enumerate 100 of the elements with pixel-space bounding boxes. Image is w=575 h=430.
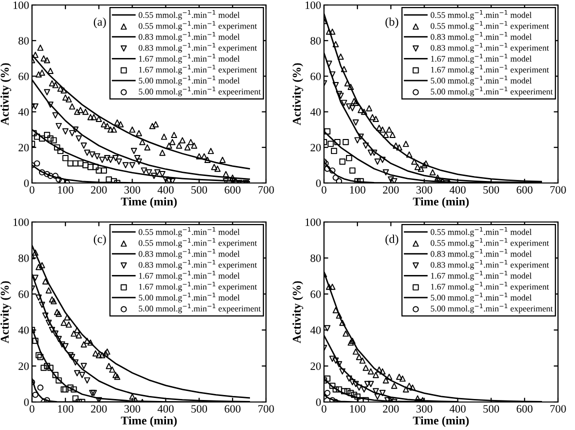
legend-label: 0.55 mmol.g$^{−1}$.min$^{−1}$ model bbox=[430, 227, 532, 237]
x-tick-label: 600 bbox=[224, 405, 240, 413]
legend-label: 1.67 mmol.g$^{−1}$.min$^{−1}$ experiment bbox=[139, 64, 257, 74]
x-tick-label: 200 bbox=[383, 405, 399, 413]
x-tick-label: 0 bbox=[322, 186, 326, 194]
legend-label: 5.00 mmol.g$^{−1}$.min$^{−1}$ model bbox=[430, 76, 532, 86]
y-tick-label: 100 bbox=[306, 1, 321, 9]
x-tick-label: 300 bbox=[124, 405, 140, 413]
x-tick-label: 200 bbox=[383, 186, 399, 194]
x-tick-label: 100 bbox=[350, 405, 366, 413]
y-tick-label: 40 bbox=[310, 326, 321, 334]
legend-label: 5.00 mmol.g$^{−1}$.min$^{−1}$ expeeriment bbox=[430, 304, 553, 314]
x-tick-label: 400 bbox=[450, 186, 466, 194]
legend-label: 1.67 mmol.g$^{−1}$.min$^{−1}$ experiment bbox=[139, 282, 257, 292]
legend-label: 5.00 mmol.g$^{−1}$.min$^{−1}$ model bbox=[138, 76, 240, 86]
x-tick-label: 700 bbox=[550, 186, 566, 194]
legend-label: 5.00 mmol.g$^{−1}$.min$^{−1}$ model bbox=[430, 292, 532, 302]
x-axis-title: Time (min) bbox=[412, 416, 469, 427]
x-axis-title: Time (min) bbox=[120, 197, 177, 208]
y-tick-label: 40 bbox=[310, 108, 321, 116]
legend-label: 0.83 mmol.g$^{−1}$.min$^{−1}$ experiment bbox=[430, 260, 549, 270]
annotation: (a) bbox=[94, 17, 106, 28]
x-tick-label: 300 bbox=[416, 186, 432, 194]
x-tick-label: 600 bbox=[516, 186, 532, 194]
x-tick-label: 300 bbox=[124, 186, 140, 194]
y-axis-title: Activity (%) bbox=[292, 63, 304, 126]
x-tick-label: 300 bbox=[416, 405, 432, 413]
x-tick-label: 500 bbox=[191, 186, 208, 194]
y-tick-label: 20 bbox=[310, 144, 321, 152]
legend-label: 0.55 mmol.g$^{−1}$.min$^{−1}$ experiment bbox=[138, 21, 257, 31]
y-tick-label: 40 bbox=[18, 108, 29, 116]
legend-label: 5.00 mmol.g$^{−1}$.min$^{−1}$ expeeriment bbox=[430, 86, 553, 96]
y-axis-title: Activity (%) bbox=[0, 63, 12, 126]
y-axis-title: Activity (%) bbox=[0, 281, 12, 344]
y-tick-label: 80 bbox=[310, 254, 321, 262]
legend-label: 0.83 mmol.g$^{−1}$.min$^{−1}$ experiment bbox=[138, 260, 257, 270]
x-tick-label: 100 bbox=[58, 186, 74, 194]
legend-label: 1.67 mmol.g$^{−1}$.min$^{−1}$ experiment bbox=[431, 282, 549, 292]
y-tick-label: 80 bbox=[18, 37, 29, 45]
legend-label: 0.55 mmol.g$^{−1}$.min$^{−1}$ model bbox=[138, 227, 240, 237]
y-tick-label: 100 bbox=[14, 1, 29, 9]
y-tick-label: 60 bbox=[310, 290, 321, 298]
y-tick-label: 20 bbox=[310, 362, 321, 370]
legend-label: 0.55 mmol.g$^{−1}$.min$^{−1}$ model bbox=[430, 10, 532, 20]
x-tick-label: 100 bbox=[350, 186, 366, 194]
legend-label: 5.00 mmol.g$^{−1}$.min$^{−1}$ expeeriment bbox=[138, 304, 261, 314]
legend-label: 0.83 mmol.g$^{−1}$.min$^{−1}$ experiment bbox=[138, 42, 257, 53]
y-tick-label: 80 bbox=[18, 254, 29, 262]
x-tick-label: 600 bbox=[516, 405, 532, 413]
legend-label: 5.00 mmol.g$^{−1}$.min$^{−1}$ expeeriment bbox=[138, 86, 261, 96]
legend-label: 0.83 mmol.g$^{−1}$.min$^{−1}$ model bbox=[138, 32, 240, 42]
x-axis-title: Time (min) bbox=[120, 416, 177, 427]
y-tick-label: 20 bbox=[18, 362, 29, 370]
legend-label: 0.55 mmol.g$^{−1}$.min$^{−1}$ model bbox=[138, 10, 240, 20]
x-tick-label: 100 bbox=[58, 405, 74, 413]
legend-label: 1.67 mmol.g$^{−1}$.min$^{−1}$ model bbox=[431, 270, 532, 280]
annotation: (d) bbox=[385, 234, 398, 246]
legend-label: 0.83 mmol.g$^{−1}$.min$^{−1}$ model bbox=[430, 32, 532, 42]
y-tick-label: 80 bbox=[310, 37, 321, 45]
legend-label: 1.67 mmol.g$^{−1}$.min$^{−1}$ model bbox=[139, 270, 240, 280]
x-tick-label: 700 bbox=[550, 405, 566, 413]
legend-label: 0.83 mmol.g$^{−1}$.min$^{−1}$ experiment bbox=[430, 42, 549, 53]
y-tick-label: 0 bbox=[24, 398, 29, 406]
y-tick-label: 0 bbox=[24, 179, 29, 187]
legend-label: 0.55 mmol.g$^{−1}$.min$^{−1}$ experiment bbox=[138, 238, 257, 248]
legend-label: 0.83 mmol.g$^{−1}$.min$^{−1}$ model bbox=[138, 249, 240, 259]
x-tick-label: 700 bbox=[258, 405, 274, 413]
annotation: (b) bbox=[385, 17, 398, 28]
legend-label: 1.67 mmol.g$^{−1}$.min$^{−1}$ experiment bbox=[431, 64, 549, 74]
x-tick-label: 500 bbox=[483, 186, 500, 194]
x-axis-title: Time (min) bbox=[412, 197, 469, 208]
legend-label: 0.55 mmol.g$^{−1}$.min$^{−1}$ experiment bbox=[430, 238, 549, 248]
legend-label: 1.67 mmol.g$^{−1}$.min$^{−1}$ model bbox=[431, 54, 532, 64]
y-tick-label: 100 bbox=[14, 218, 29, 226]
x-tick-label: 400 bbox=[158, 186, 174, 194]
y-tick-label: 20 bbox=[18, 144, 29, 152]
legend-label: 0.83 mmol.g$^{−1}$.min$^{−1}$ model bbox=[430, 249, 532, 259]
x-tick-label: 0 bbox=[30, 405, 34, 413]
x-tick-label: 200 bbox=[91, 405, 107, 413]
x-tick-label: 0 bbox=[322, 405, 326, 413]
y-tick-label: 40 bbox=[18, 326, 29, 334]
x-tick-label: 400 bbox=[450, 405, 466, 413]
x-tick-label: 500 bbox=[483, 405, 500, 413]
x-tick-label: 0 bbox=[30, 186, 34, 194]
annotation: (c) bbox=[94, 234, 106, 246]
y-tick-label: 60 bbox=[310, 72, 321, 80]
x-tick-label: 700 bbox=[258, 186, 274, 194]
legend-label: 1.67 mmol.g$^{−1}$.min$^{−1}$ model bbox=[139, 54, 240, 64]
y-tick-label: 0 bbox=[316, 179, 321, 187]
y-axis-title: Activity (%) bbox=[292, 281, 304, 344]
y-tick-label: 60 bbox=[18, 290, 29, 298]
x-tick-label: 200 bbox=[91, 186, 107, 194]
x-tick-label: 400 bbox=[158, 405, 174, 413]
y-tick-label: 0 bbox=[316, 398, 321, 406]
x-tick-label: 500 bbox=[191, 405, 208, 413]
x-tick-label: 600 bbox=[224, 186, 240, 194]
legend-label: 0.55 mmol.g$^{−1}$.min$^{−1}$ experiment bbox=[430, 21, 549, 31]
y-tick-label: 100 bbox=[306, 218, 321, 226]
legend-label: 5.00 mmol.g$^{−1}$.min$^{−1}$ model bbox=[138, 292, 240, 302]
y-tick-label: 60 bbox=[18, 72, 29, 80]
